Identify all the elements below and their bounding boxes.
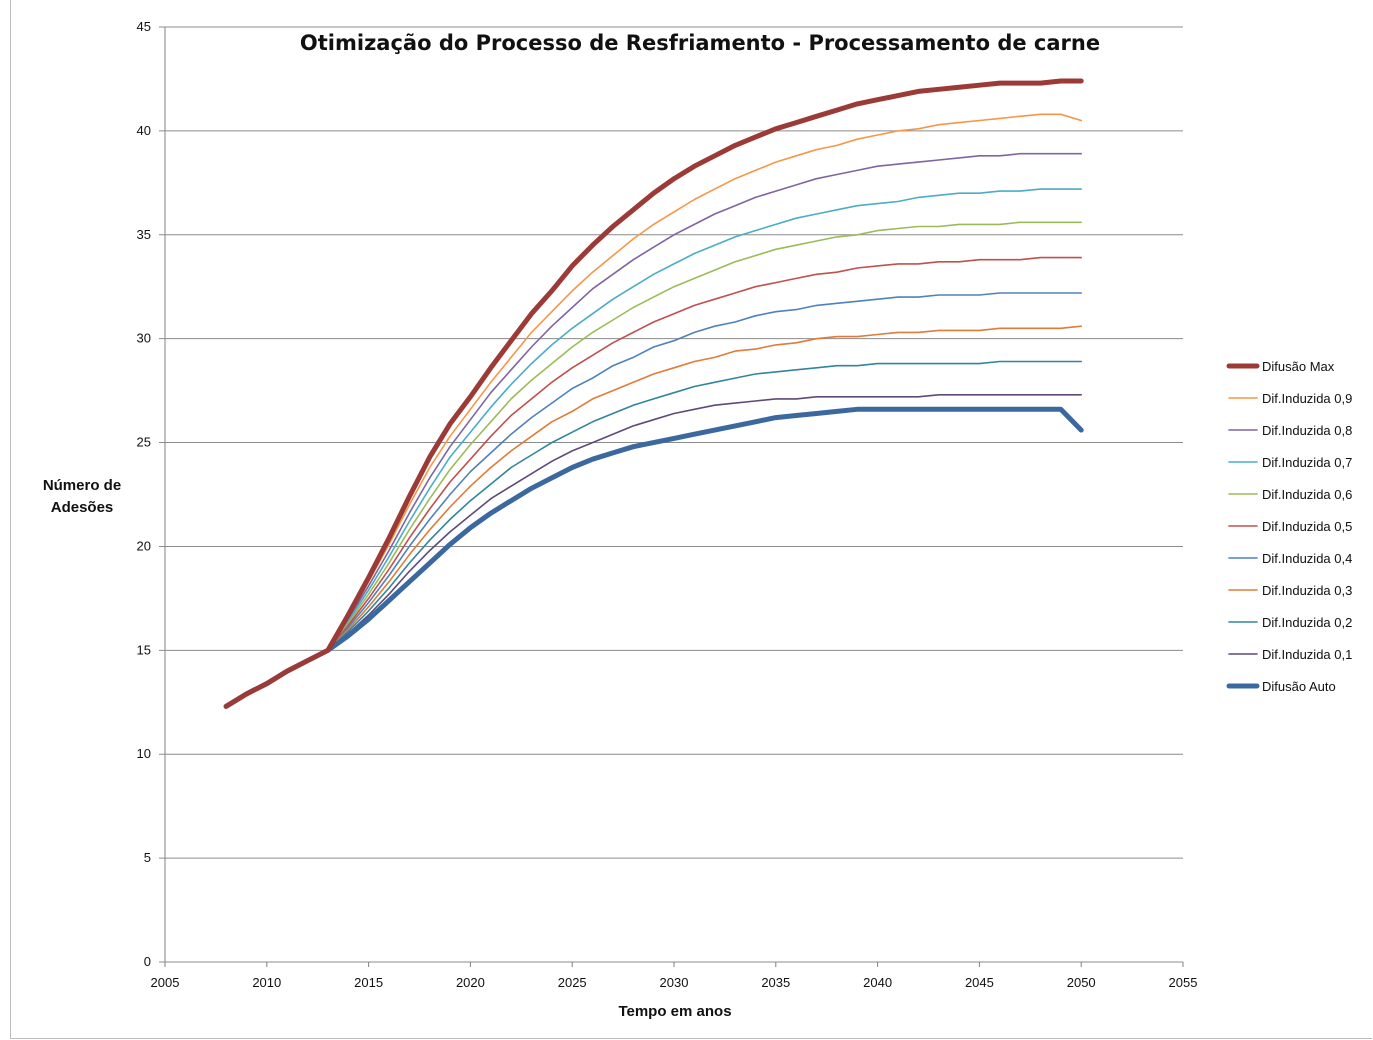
y-tick-label: 20 — [137, 538, 151, 553]
y-tick-label: 40 — [137, 123, 151, 138]
chart-frame — [10, 0, 1372, 1039]
legend: Difusão Max Dif.Induzida 0,9 Dif.Induzida … — [1226, 359, 1352, 694]
x-tick-label: 2045 — [965, 975, 994, 990]
series-lines — [223, 78, 1084, 709]
series-line-3 — [225, 188, 1082, 708]
legend-label: Dif.Induzida 0,4 — [1262, 551, 1352, 566]
y-tick-label: 15 — [137, 642, 151, 657]
series-line-5 — [225, 256, 1082, 708]
y-tick-label: 10 — [137, 746, 151, 761]
x-tick-label: 2040 — [863, 975, 892, 990]
x-tick-label: 2035 — [761, 975, 790, 990]
y-tick-label: 25 — [137, 435, 151, 450]
series-line-6 — [225, 292, 1082, 708]
x-tick-label: 2050 — [1067, 975, 1096, 990]
x-tick-label: 2015 — [354, 975, 383, 990]
x-tick-label: 2025 — [558, 975, 587, 990]
legend-label: Dif.Induzida 0,1 — [1262, 647, 1352, 662]
y-tick-labels: 0 5 10 15 20 25 30 35 40 45 — [137, 19, 151, 969]
legend-label: Dif.Induzida 0,6 — [1262, 487, 1352, 502]
series-line-0 — [223, 78, 1084, 709]
series-line-7 — [225, 325, 1082, 708]
legend-label: Dif.Induzida 0,3 — [1262, 583, 1352, 598]
series-line-2 — [225, 152, 1082, 708]
series-line-8 — [225, 360, 1082, 708]
series-line-4 — [225, 221, 1082, 708]
y-axis-title-line2: Adesões — [51, 499, 114, 516]
x-axis-title: Tempo em anos — [618, 1003, 731, 1020]
y-tick-label: 30 — [137, 331, 151, 346]
x-tick-labels: 2005 2010 2015 2020 2025 2030 2035 2040 2045 2050… — [151, 975, 1198, 990]
y-tick-label: 0 — [144, 954, 151, 969]
series-line-10 — [223, 406, 1084, 709]
series-line-9 — [225, 393, 1082, 708]
legend-label: Dif.Induzida 0,2 — [1262, 615, 1352, 630]
legend-label: Difusão Auto — [1262, 679, 1336, 694]
x-tick-label: 2030 — [660, 975, 689, 990]
y-tick-label: 45 — [137, 19, 151, 34]
x-tick-label: 2020 — [456, 975, 485, 990]
y-tick-label: 35 — [137, 227, 151, 242]
legend-label: Dif.Induzida 0,5 — [1262, 519, 1352, 534]
x-tick-label: 2005 — [151, 975, 180, 990]
x-tick-label: 2055 — [1169, 975, 1198, 990]
y-axis-title-line1: Número de — [43, 477, 121, 494]
chart-title: Otimização do Processo de Resfriamento -… — [300, 31, 1100, 55]
x-tick-label: 2010 — [252, 975, 281, 990]
grid-lines — [159, 26, 1184, 967]
legend-label: Dif.Induzida 0,7 — [1262, 455, 1352, 470]
y-tick-label: 5 — [144, 850, 151, 865]
legend-label: Dif.Induzida 0,9 — [1262, 391, 1352, 406]
legend-label: Dif.Induzida 0,8 — [1262, 423, 1352, 438]
legend-label: Difusão Max — [1262, 359, 1335, 374]
